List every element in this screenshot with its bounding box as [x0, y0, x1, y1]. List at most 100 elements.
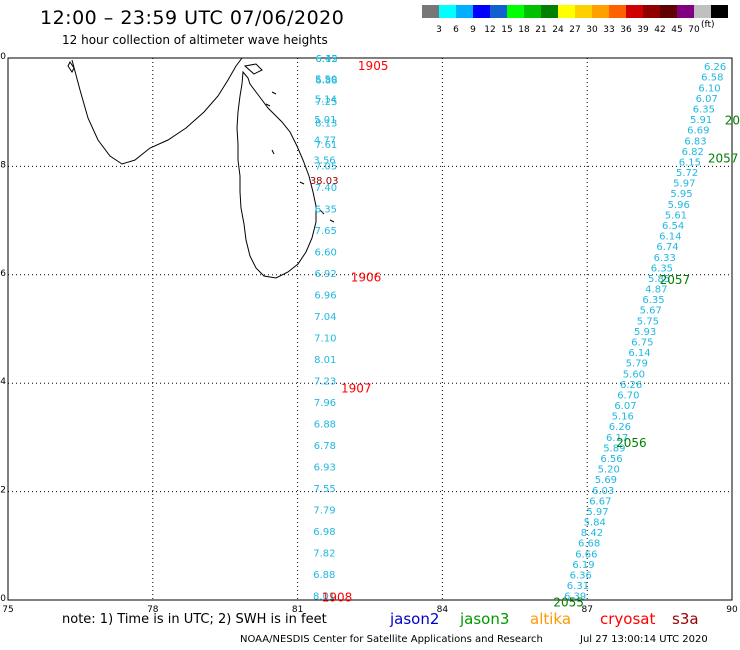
- swh-value: 6.98: [313, 527, 335, 538]
- swh-value: 6.75: [631, 337, 653, 348]
- swh-value: 4.77: [314, 135, 336, 146]
- swh-value: 6.45: [315, 54, 337, 65]
- legend-swatch: [626, 5, 643, 18]
- legend-label: 33: [603, 25, 615, 35]
- footer-note: note: 1) Time is in UTC; 2) SWH is in fe…: [62, 612, 327, 627]
- island-jaffna: [243, 63, 263, 75]
- swh-value: 5.20: [598, 465, 620, 476]
- swh-value: 6.54: [662, 221, 684, 232]
- legend-label: 15: [501, 25, 513, 35]
- y-tick-label: 4: [0, 377, 6, 387]
- x-tick-label: 75: [2, 605, 13, 615]
- pass-time-label: 1908: [322, 590, 353, 604]
- swh-value: 6.17: [606, 433, 628, 444]
- swh-value: 7.10: [314, 334, 336, 345]
- swh-value: 5.84: [584, 518, 606, 529]
- india-coastline: [71, 57, 243, 165]
- legend-swatch: [711, 5, 728, 18]
- swh-value: 6.07: [614, 401, 636, 412]
- pass-time-label: 2057: [660, 273, 691, 287]
- legend-swatch: [558, 5, 575, 18]
- swh-value: 6.35: [693, 104, 715, 115]
- swh-value: 6.35: [651, 263, 673, 274]
- y-tick-label: 10: [0, 52, 6, 62]
- credit-line: NOAA/NESDIS Center for Satellite Applica…: [240, 634, 543, 645]
- swh-value: 6.10: [698, 83, 720, 94]
- legend-swatch: [677, 5, 694, 18]
- legend-swatch: [592, 5, 609, 18]
- legend-swatch: [524, 5, 541, 18]
- legend-label: 24: [552, 25, 564, 35]
- x-tick-label: 81: [292, 605, 303, 615]
- swh-value: 6.26: [609, 422, 631, 433]
- swh-value: 5.93: [634, 327, 656, 338]
- legend-label: 39: [637, 25, 649, 35]
- swh-value: 6.26: [620, 380, 642, 391]
- x-tick-label: 87: [581, 605, 592, 615]
- swh-value: 5.96: [668, 200, 690, 211]
- swh-value: 7.05: [315, 162, 337, 173]
- swh-value: 6.92: [314, 269, 336, 280]
- swh-value: 5.69: [595, 475, 617, 486]
- swh-value: 6.96: [314, 291, 336, 302]
- swh-value: 8.01: [314, 355, 336, 366]
- swh-value: 5.16: [612, 412, 634, 423]
- swh-value: 5.50: [315, 74, 337, 85]
- swh-value: 5.95: [670, 189, 692, 200]
- legend-label: 36: [620, 25, 632, 35]
- swh-value: 5.14: [315, 95, 337, 106]
- pass-time-label: 2056: [616, 436, 647, 450]
- swh-value: 5.01: [314, 115, 336, 126]
- swh-value: 7.23: [314, 377, 336, 388]
- legend-swatch: [660, 5, 677, 18]
- axis-tick-labels: 75 78 81 84 87 90 0 2 4 6 8 10: [0, 52, 738, 615]
- x-tick-label: 90: [726, 605, 738, 615]
- x-tick-label: 78: [147, 605, 159, 615]
- page-subtitle: 12 hour collection of altimeter wave hei…: [62, 33, 328, 47]
- swh-value: 6.60: [315, 248, 337, 259]
- swh-value: 6.07: [696, 94, 718, 105]
- pass-time-label: 1906: [351, 271, 382, 285]
- legend-label: 12: [484, 25, 496, 35]
- legend-swatch: [694, 5, 711, 18]
- swh-value: 8.13: [315, 119, 337, 130]
- legend-label: 18: [518, 25, 530, 35]
- swh-value: 7.96: [314, 398, 336, 409]
- swh-value: 5.89: [603, 443, 625, 454]
- swh-value: 5.79: [626, 359, 648, 370]
- legend-label: 42: [654, 25, 666, 35]
- legend-label: 30: [586, 25, 598, 35]
- legend-label: 45: [671, 25, 683, 35]
- swh-value: 6.88: [313, 570, 335, 581]
- swh-value: 7.04: [314, 312, 336, 323]
- swh-value: 6.69: [687, 126, 709, 137]
- swh-value: 5.97: [673, 179, 695, 190]
- swh-value: 5.91: [690, 115, 712, 126]
- legend-label: 3: [436, 25, 442, 35]
- legend-swatch: [473, 5, 490, 18]
- swh-value: 6.31: [567, 581, 589, 592]
- satellite-jason3: jason3: [460, 610, 510, 628]
- map-frame: [7, 57, 733, 601]
- swh-value: 6.56: [600, 454, 622, 465]
- swh-value: 7.82: [313, 549, 335, 560]
- swh-value: 7.79: [313, 506, 335, 517]
- y-tick-label: 6: [0, 269, 6, 279]
- pass-time-labels: 1905 1906 1907 1908 2055 2056 2057 2057 205: [322, 59, 740, 610]
- grid-lines: [7, 57, 733, 601]
- swh-value: 6.03: [592, 486, 614, 497]
- legend-swatch: [422, 5, 439, 18]
- page-title: 12:00 – 23:59 UTC 07/06/2020: [40, 7, 345, 29]
- swh-value: 6.35: [642, 295, 664, 306]
- swh-value: 3.56: [313, 156, 335, 167]
- swh-value: 6.83: [684, 136, 706, 147]
- swh-value: 4.87: [645, 285, 667, 296]
- swh-value: 6.68: [578, 539, 600, 550]
- legend-unit: (ft): [701, 20, 715, 30]
- swh-value: 6.14: [659, 232, 681, 243]
- swh-value: 6.15: [679, 157, 701, 168]
- swh-value: 6.35: [315, 205, 337, 216]
- y-tick-label: 8: [0, 160, 6, 170]
- swh-value: 5.97: [586, 507, 608, 518]
